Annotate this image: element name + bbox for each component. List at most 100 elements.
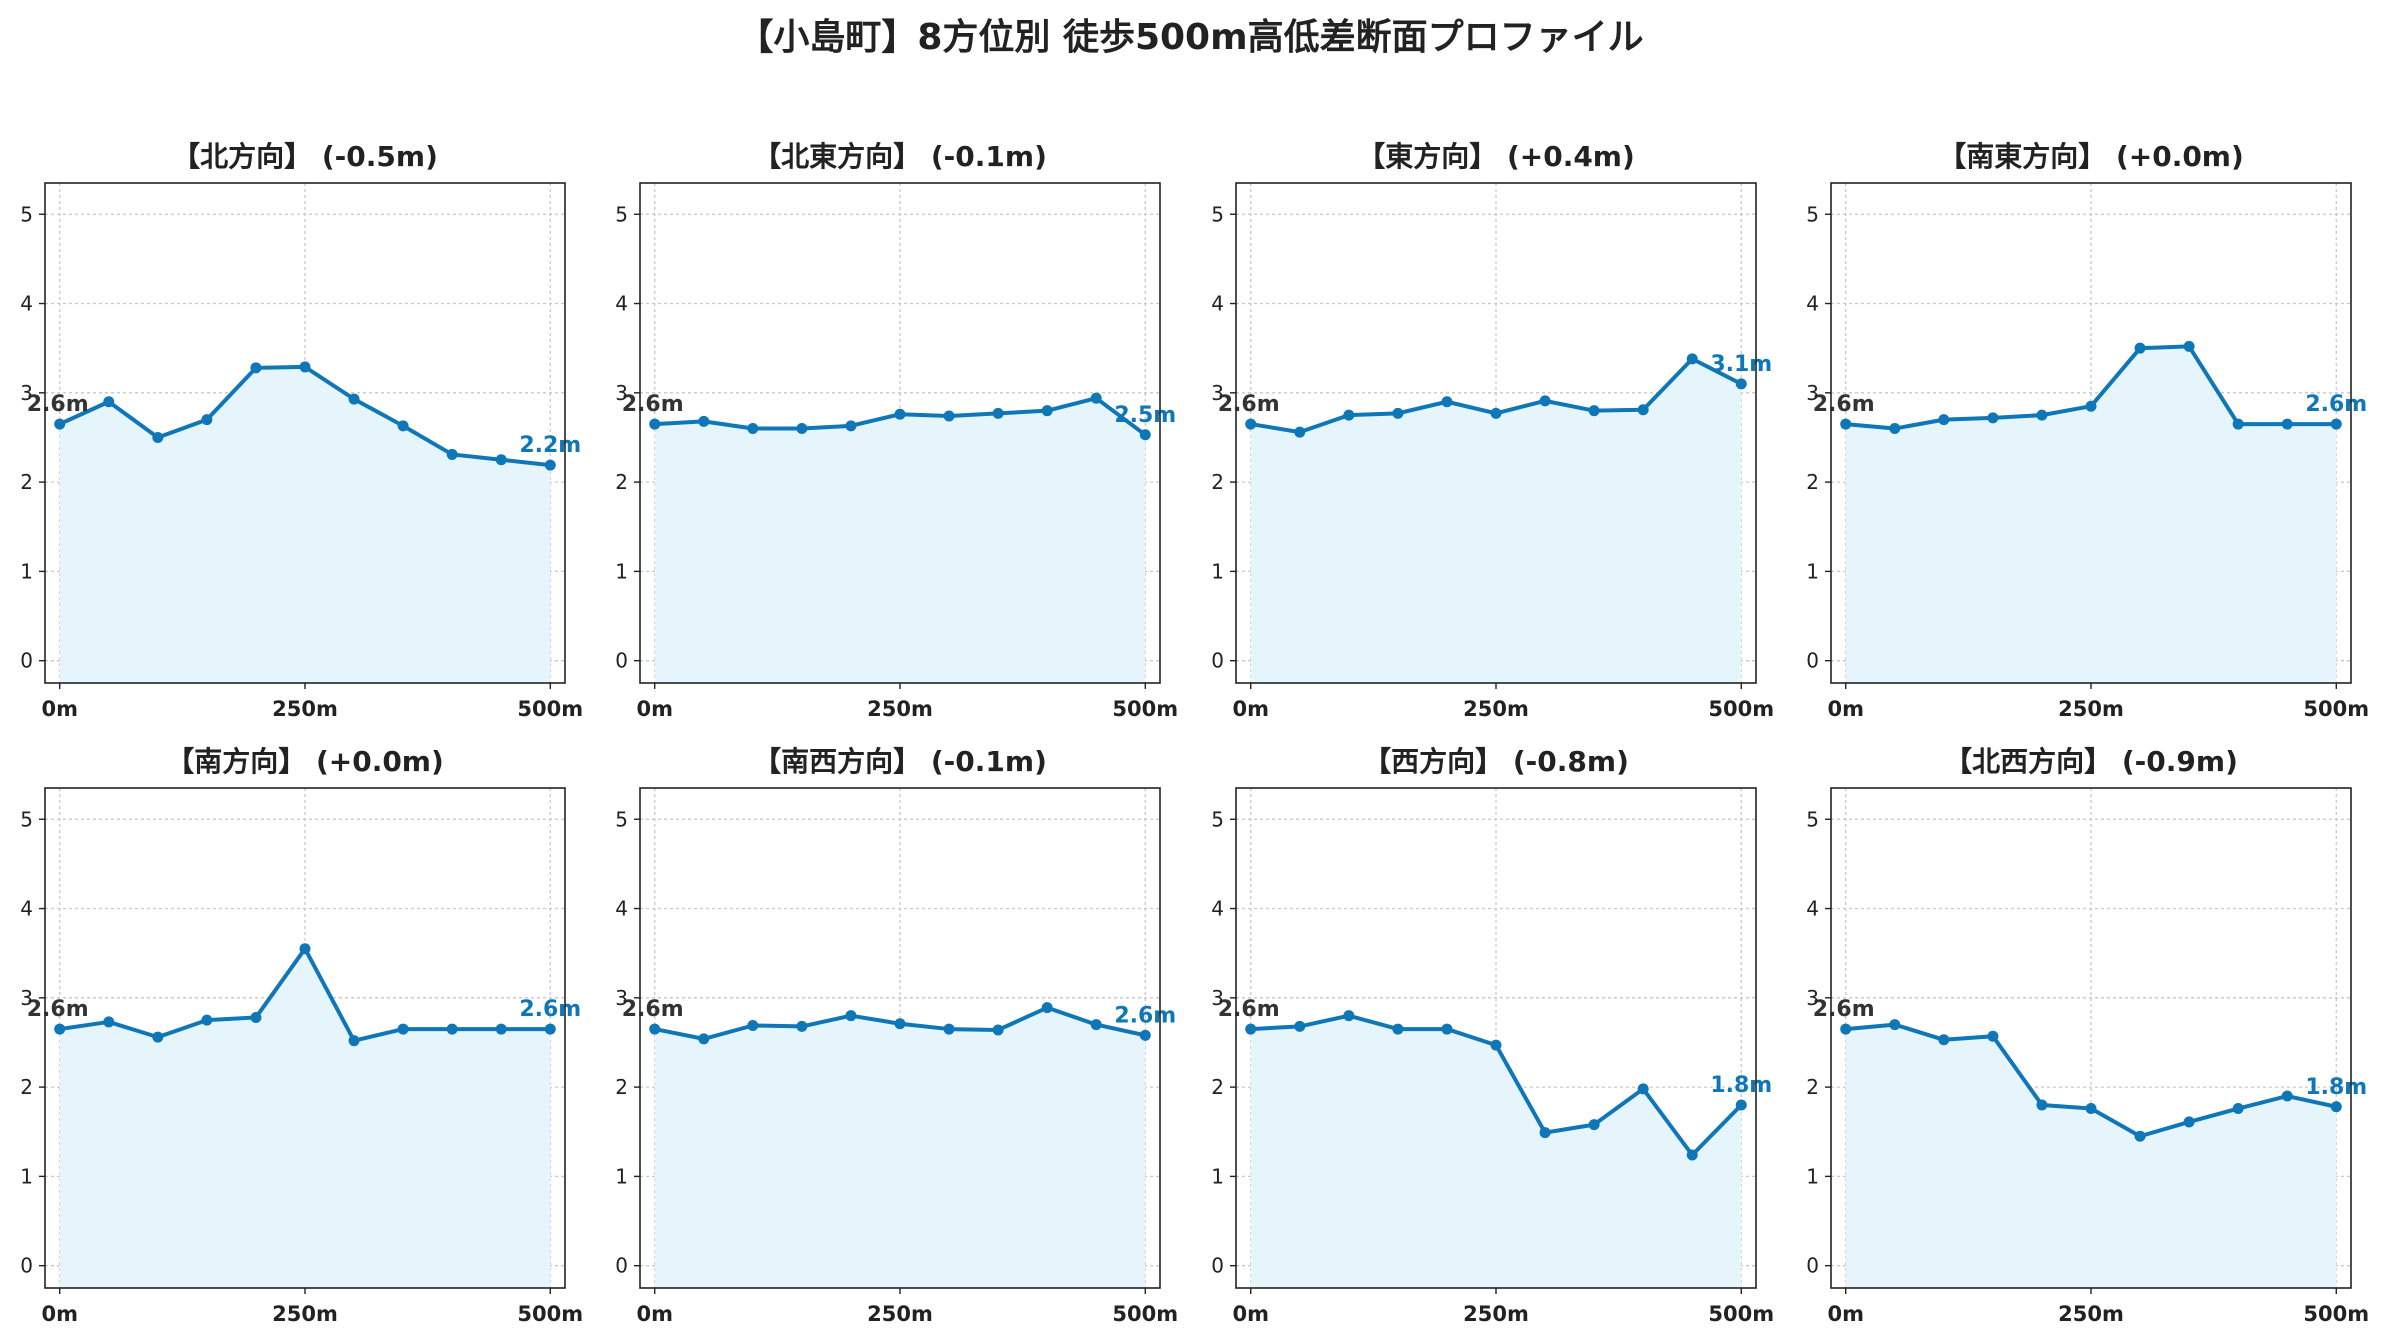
data-point [1987, 412, 1999, 424]
panel-1: 【北東方向】 (-0.1m) 2.6m 2.5m 0 1 2 3 4 5 0m 250m 500m [615, 140, 1178, 721]
data-point [2036, 1099, 2048, 1111]
end-label: 1.8m [2305, 1075, 2367, 1100]
data-point [54, 418, 66, 430]
x-tick-label: 500m [1708, 1302, 1774, 1326]
data-point [250, 1011, 262, 1023]
y-tick-label: 4 [1806, 897, 1819, 921]
x-tick-label: 250m [867, 697, 933, 721]
data-point [2183, 1116, 2195, 1128]
x-tick-label: 0m [1232, 697, 1269, 721]
data-point [1889, 1019, 1901, 1031]
start-label: 2.6m [622, 392, 684, 417]
panel-5: 【南西方向】 (-0.1m) 2.6m 2.6m 0 1 2 3 4 5 0m 250m 500m [615, 745, 1178, 1326]
panel-3: 【南東方向】 (+0.0m) 2.6m 2.6m 0 1 2 3 4 5 0m 250m 500m [1806, 140, 2369, 721]
x-tick-label: 250m [867, 1302, 933, 1326]
x-tick-label: 0m [636, 697, 673, 721]
data-point [1041, 1002, 1053, 1014]
end-label: 2.2m [519, 433, 581, 458]
panel-title: 【西方向】 (-0.8m) [1363, 745, 1629, 778]
data-point [2085, 400, 2097, 412]
y-tick-label: 1 [20, 1164, 33, 1188]
y-tick-label: 2 [615, 1075, 628, 1099]
x-tick-label: 500m [2303, 1302, 2369, 1326]
y-tick-label: 5 [1211, 202, 1224, 226]
data-point [747, 423, 759, 435]
data-point [2281, 418, 2293, 430]
data-point [649, 1023, 661, 1035]
end-label: 3.1m [1710, 352, 1772, 377]
data-point [845, 420, 857, 432]
y-tick-label: 2 [20, 470, 33, 494]
y-tick-label: 2 [1806, 470, 1819, 494]
data-point [1840, 418, 1852, 430]
data-point [348, 393, 360, 405]
y-tick-label: 0 [615, 1254, 628, 1278]
data-point [1090, 392, 1102, 404]
data-point [1245, 418, 1257, 430]
x-tick-label: 500m [1112, 1302, 1178, 1326]
data-point [299, 361, 311, 373]
start-label: 2.6m [622, 997, 684, 1022]
data-point [1294, 1020, 1306, 1032]
panel-0: 【北方向】 (-0.5m) 2.6m 2.2m 0 1 2 3 4 5 0m 250m 500m [20, 140, 583, 721]
area-fill [1250, 358, 1742, 683]
data-point [1735, 378, 1747, 390]
data-point [495, 1023, 507, 1035]
y-tick-label: 4 [1806, 292, 1819, 316]
y-tick-label: 2 [1211, 1075, 1224, 1099]
data-point [201, 1014, 213, 1026]
area-fill [59, 948, 551, 1288]
data-point [1938, 1034, 1950, 1046]
start-label: 2.6m [27, 392, 89, 417]
data-point [1938, 414, 1950, 426]
data-point [2281, 1090, 2293, 1102]
y-tick-label: 4 [615, 292, 628, 316]
y-tick-label: 5 [615, 202, 628, 226]
x-tick-label: 250m [272, 697, 338, 721]
x-tick-label: 500m [2303, 697, 2369, 721]
x-tick-label: 0m [41, 697, 78, 721]
data-point [992, 1024, 1004, 1036]
data-point [1490, 407, 1502, 419]
data-point [1245, 1023, 1257, 1035]
data-point [2183, 340, 2195, 352]
y-tick-label: 3 [615, 381, 628, 405]
start-label: 2.6m [1218, 997, 1280, 1022]
data-point [1490, 1039, 1502, 1051]
data-point [397, 1023, 409, 1035]
y-tick-label: 0 [1211, 649, 1224, 673]
data-point [152, 431, 164, 443]
start-label: 2.6m [27, 997, 89, 1022]
data-point [1090, 1019, 1102, 1031]
panel-6: 【西方向】 (-0.8m) 2.6m 1.8m 0 1 2 3 4 5 0m 250m 500m [1211, 745, 1774, 1326]
figure-title: 【小島町】8方位別 徒歩500m高低差断面プロファイル [737, 17, 1644, 58]
data-point [845, 1010, 857, 1022]
data-point [250, 362, 262, 374]
data-point [446, 448, 458, 460]
y-tick-label: 4 [615, 897, 628, 921]
y-tick-label: 3 [20, 986, 33, 1010]
x-tick-label: 250m [1463, 697, 1529, 721]
data-point [943, 1023, 955, 1035]
data-point [103, 1016, 115, 1028]
data-point [54, 1023, 66, 1035]
area-fill [1250, 1015, 1742, 1288]
data-point [152, 1031, 164, 1043]
area-fill [1845, 1024, 2337, 1288]
x-tick-label: 500m [1708, 697, 1774, 721]
panel-title: 【北西方向】 (-0.9m) [1944, 745, 2238, 778]
data-point [1392, 407, 1404, 419]
data-point [1139, 1029, 1151, 1041]
data-point [2232, 418, 2244, 430]
data-point [1588, 405, 1600, 417]
data-point [1686, 353, 1698, 365]
y-tick-label: 5 [20, 202, 33, 226]
y-tick-label: 4 [20, 292, 33, 316]
data-point [796, 1020, 808, 1032]
panel-title: 【北東方向】 (-0.1m) [753, 140, 1047, 173]
panel-7: 【北西方向】 (-0.9m) 2.6m 1.8m 0 1 2 3 4 5 0m 250m 500m [1806, 745, 2369, 1326]
data-point [943, 410, 955, 422]
y-tick-label: 5 [615, 807, 628, 831]
